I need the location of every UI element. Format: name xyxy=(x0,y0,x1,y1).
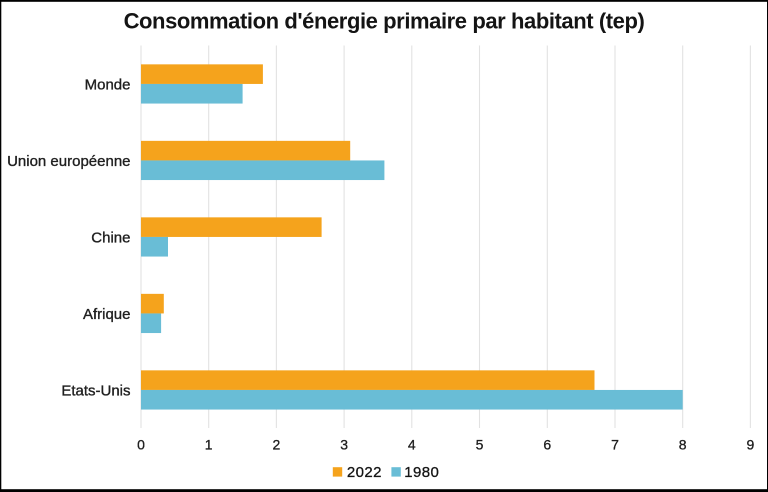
svg-text:3: 3 xyxy=(340,437,348,453)
svg-text:2: 2 xyxy=(273,437,281,453)
svg-text:0: 0 xyxy=(137,437,145,453)
svg-text:5: 5 xyxy=(476,437,484,453)
svg-text:4: 4 xyxy=(408,437,416,453)
svg-text:7: 7 xyxy=(611,437,619,453)
svg-text:Chine: Chine xyxy=(91,229,130,246)
svg-text:Consommation d'énergie primair: Consommation d'énergie primaire par habi… xyxy=(124,9,645,34)
svg-text:6: 6 xyxy=(543,437,551,453)
svg-text:2022: 2022 xyxy=(347,464,382,481)
svg-text:Union européenne: Union européenne xyxy=(7,153,130,170)
svg-text:Monde: Monde xyxy=(85,76,131,93)
svg-text:Etats-Unis: Etats-Unis xyxy=(61,382,130,399)
svg-text:8: 8 xyxy=(679,437,687,453)
svg-text:Afrique: Afrique xyxy=(83,306,131,323)
svg-text:1980: 1980 xyxy=(404,464,439,481)
svg-text:9: 9 xyxy=(747,437,755,453)
svg-text:1: 1 xyxy=(205,437,213,453)
